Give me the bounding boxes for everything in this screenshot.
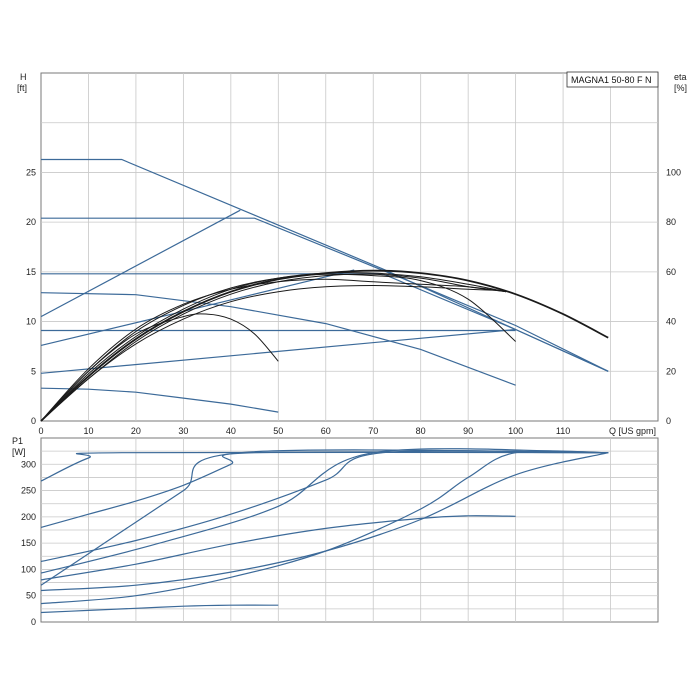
x-tick-label: 80 <box>416 426 426 436</box>
y-right-label-line1: eta <box>674 72 687 82</box>
pump-head-curve <box>40 269 355 346</box>
y-left-tick-label: 0 <box>31 416 36 426</box>
power-curves <box>40 448 609 614</box>
pump-head-curve <box>40 387 279 413</box>
y-left-tick-label: 15 <box>26 267 36 277</box>
power-curve <box>40 448 609 574</box>
power-y-tick-label: 50 <box>26 591 36 601</box>
power-plot-grid <box>40 437 659 623</box>
head-plot-grid <box>40 72 659 422</box>
y-left-label-line1: H <box>20 72 27 82</box>
x-tick-label: 30 <box>178 426 188 436</box>
efficiency-curve <box>40 284 502 422</box>
y-right-tick-label: 60 <box>666 267 676 277</box>
power-y-tick-label: 100 <box>21 564 36 574</box>
power-curve <box>40 604 279 614</box>
x-tick-label: 60 <box>321 426 331 436</box>
y-right-tick-label: 20 <box>666 366 676 376</box>
legend-label: MAGNA1 50-80 F N <box>571 75 652 85</box>
y-right-tick-label: 80 <box>666 217 676 227</box>
power-y-label-line1: P1 <box>12 436 23 446</box>
y-right-label-line2: [%] <box>674 83 687 93</box>
tick-labels: 0 10 20 30 40 50 60 70 80 90 100 110051015202502040… <box>21 167 681 627</box>
x-tick-label: 20 <box>131 426 141 436</box>
x-tick-label: 40 <box>226 426 236 436</box>
power-curve <box>40 449 609 586</box>
pump-head-curve <box>41 273 609 372</box>
power-y-tick-label: 250 <box>21 486 36 496</box>
head-plot-frame <box>40 72 659 422</box>
efficiency-curve <box>40 273 507 422</box>
y-left-tick-label: 20 <box>26 217 36 227</box>
head-efficiency-curves <box>40 158 609 422</box>
efficiency-curve <box>40 313 279 422</box>
power-y-label-line2: [W] <box>12 447 26 457</box>
x-tick-label: 10 <box>83 426 93 436</box>
y-right-tick-label: 100 <box>666 167 681 177</box>
power-y-tick-label: 200 <box>21 512 36 522</box>
pump-head-curve <box>40 328 516 374</box>
y-left-tick-label: 25 <box>26 167 36 177</box>
x-axis-label: Q [US gpm] <box>609 426 656 436</box>
power-curve <box>40 515 516 581</box>
x-tick-label: 110 <box>556 426 570 436</box>
power-curve <box>40 450 609 605</box>
y-right-tick-label: 40 <box>666 317 676 327</box>
power-y-tick-label: 150 <box>21 538 36 548</box>
x-tick-label: 0 <box>38 426 43 436</box>
y-right-tick-label: 0 <box>666 416 671 426</box>
x-tick-label: 50 <box>273 426 283 436</box>
pump-head-curve <box>40 209 241 318</box>
pump-head-curve <box>40 292 516 386</box>
x-tick-label: 90 <box>463 426 473 436</box>
power-y-tick-label: 0 <box>31 617 36 627</box>
pump-head-curve <box>41 217 609 372</box>
y-left-tick-label: 10 <box>26 317 36 327</box>
y-left-tick-label: 5 <box>31 366 36 376</box>
power-y-tick-label: 300 <box>21 459 36 469</box>
efficiency-curve <box>40 273 516 422</box>
x-tick-label: 70 <box>368 426 378 436</box>
y-left-label-line2: [ft] <box>17 83 27 93</box>
x-tick-label: 100 <box>508 426 523 436</box>
legend-box <box>566 71 659 88</box>
